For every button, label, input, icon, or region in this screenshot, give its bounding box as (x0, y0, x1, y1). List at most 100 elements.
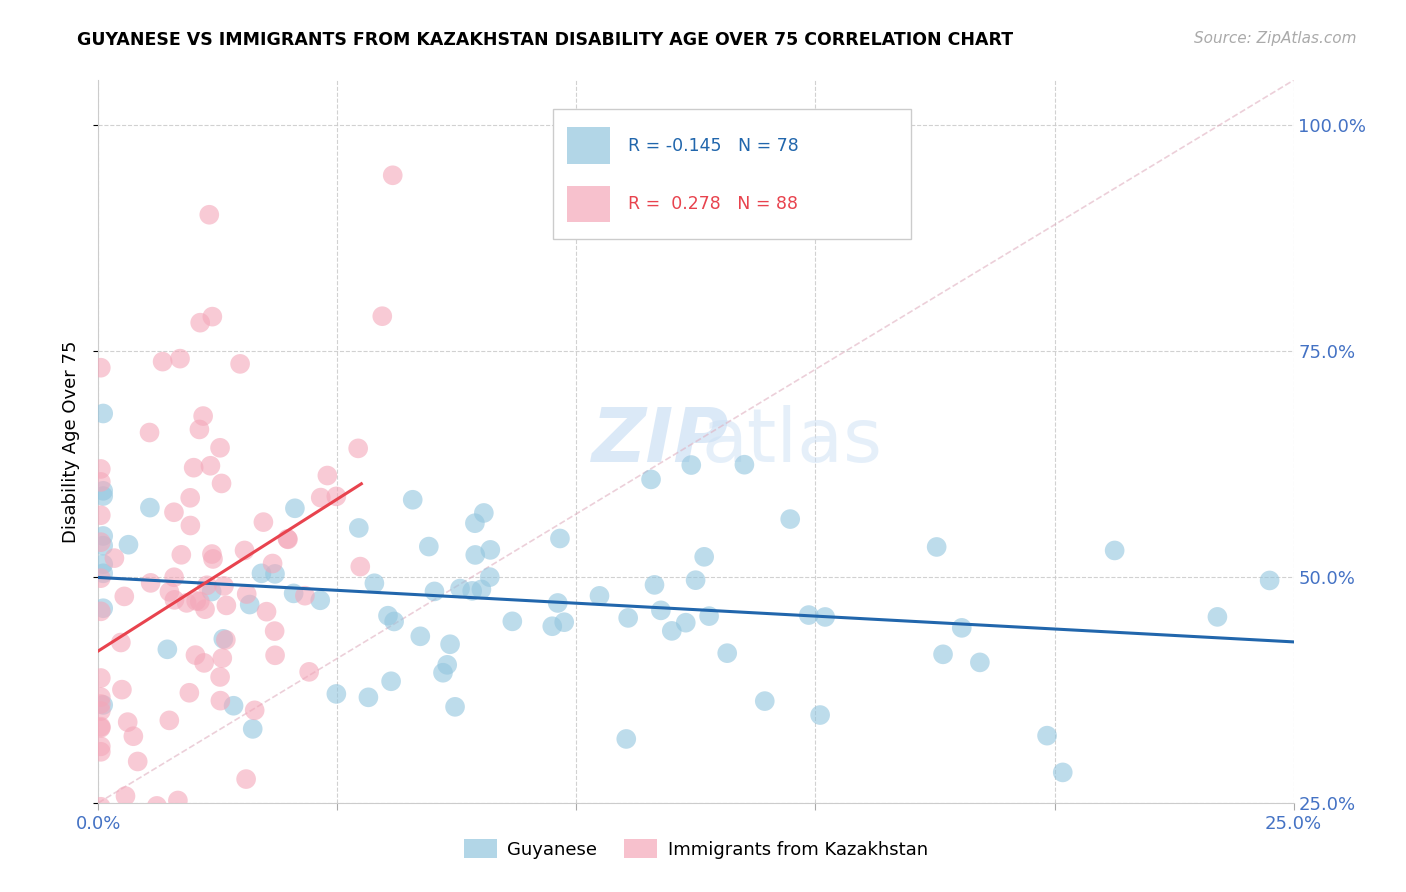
Point (614, 731, 637, 746)
Point (553, 615, 575, 630)
Point (90, 721, 112, 735)
Point (779, 512, 801, 526)
Point (90, 604, 112, 618)
Point (263, 624, 285, 639)
Point (243, 703, 266, 717)
Point (90, 745, 112, 759)
Point (501, 615, 523, 629)
Point (932, 648, 955, 662)
Point (163, 592, 186, 607)
Point (200, 458, 222, 473)
Point (122, 729, 145, 743)
Point (159, 584, 181, 599)
Point (432, 665, 454, 680)
Point (1258, 574, 1281, 588)
Point (114, 789, 136, 803)
Point (814, 610, 837, 624)
Point (167, 793, 190, 807)
Point (472, 506, 495, 520)
Point (650, 603, 672, 617)
Point (184, 648, 207, 662)
Point (541, 619, 564, 633)
Point (205, 817, 228, 831)
Point (201, 547, 224, 561)
Point (146, 798, 169, 813)
Point (117, 715, 139, 730)
Point (152, 354, 174, 368)
Point (209, 693, 232, 707)
Point (309, 593, 332, 607)
Point (235, 587, 257, 601)
Point (325, 687, 347, 701)
Point (215, 632, 238, 647)
Text: Source: ZipAtlas.com: Source: ZipAtlas.com (1194, 31, 1357, 46)
Point (377, 608, 399, 623)
Point (294, 589, 316, 603)
Point (91, 483, 114, 498)
Point (235, 772, 257, 786)
Point (91, 407, 114, 421)
Point (309, 491, 332, 505)
Point (163, 570, 186, 584)
Point (681, 458, 703, 472)
Point (548, 532, 571, 546)
Point (444, 699, 467, 714)
Point (194, 602, 217, 616)
Point (111, 682, 134, 697)
Point (640, 472, 662, 486)
Point (212, 632, 235, 646)
Point (325, 489, 347, 503)
Point (675, 615, 697, 630)
Point (138, 425, 160, 440)
Point (90, 671, 112, 685)
Point (409, 629, 432, 643)
Point (90, 739, 112, 754)
Point (381, 169, 404, 183)
Point (1104, 543, 1126, 558)
Point (91, 529, 114, 543)
Point (371, 309, 394, 323)
Point (284, 501, 307, 516)
Point (464, 516, 486, 531)
Point (276, 532, 298, 546)
Point (439, 637, 461, 651)
Point (357, 690, 380, 705)
Point (733, 458, 755, 472)
Point (685, 573, 707, 587)
Point (90, 697, 112, 711)
Legend: Guyanese, Immigrants from Kazakhstan: Guyanese, Immigrants from Kazakhstan (457, 832, 935, 866)
Point (283, 586, 305, 600)
Point (1036, 729, 1059, 743)
Point (436, 657, 458, 672)
Point (202, 552, 225, 566)
Point (139, 575, 162, 590)
Point (1052, 765, 1074, 780)
Point (470, 582, 492, 597)
Point (195, 578, 218, 592)
Point (191, 409, 214, 423)
Point (716, 646, 738, 660)
Point (90, 535, 112, 549)
Point (644, 578, 666, 592)
Point (349, 559, 371, 574)
Point (103, 551, 125, 566)
Point (139, 500, 162, 515)
Point (617, 611, 640, 625)
Point (91, 489, 114, 503)
Point (418, 540, 440, 554)
Point (90, 508, 112, 523)
Point (193, 656, 215, 670)
Text: ZIP: ZIP (592, 405, 728, 478)
Point (90, 704, 112, 718)
Point (179, 491, 201, 505)
Point (201, 584, 224, 599)
Point (298, 665, 321, 679)
Y-axis label: Disability Age Over 75: Disability Age Over 75 (62, 340, 80, 543)
Point (90, 720, 112, 734)
Point (188, 594, 211, 608)
Point (380, 674, 402, 689)
Point (264, 566, 287, 581)
Point (267, 874, 290, 888)
Point (90, 799, 112, 814)
Point (209, 441, 232, 455)
